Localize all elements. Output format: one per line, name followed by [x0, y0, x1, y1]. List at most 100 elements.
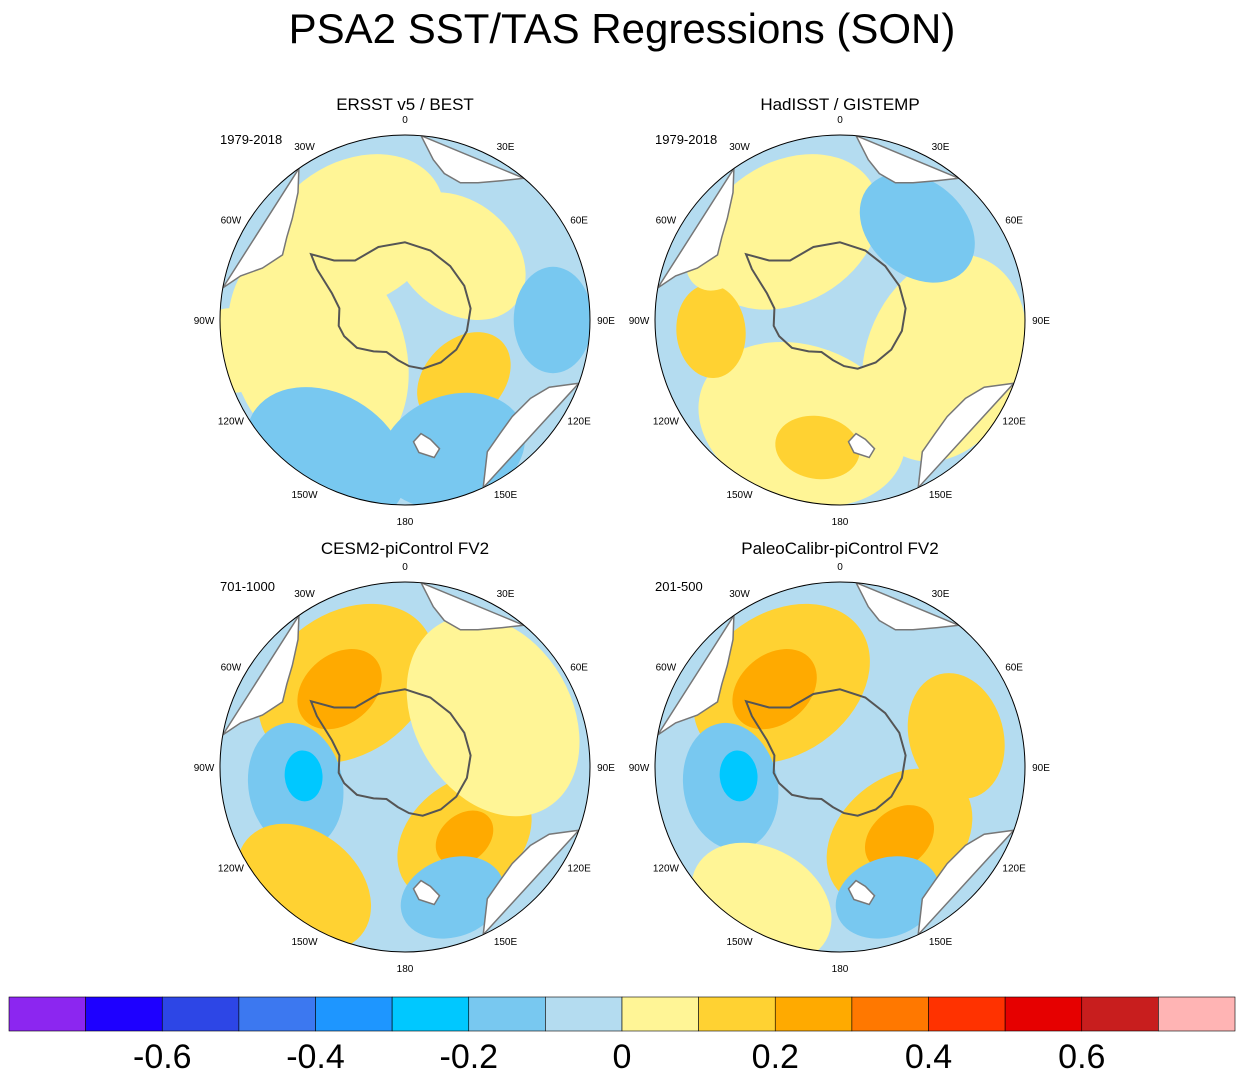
colorbar-tick-label: -0.4: [286, 1038, 345, 1076]
map-border: [219, 134, 591, 506]
panel-period: 201-500: [655, 579, 703, 594]
longitude-label: 90E: [1032, 316, 1050, 327]
colorbar-swatch: [545, 996, 623, 1032]
longitude-label: 120E: [1002, 417, 1026, 428]
continent-3: [917, 382, 1016, 490]
colorbar: -0.6 -0.4 -0.2 0 0.2 0.4 0.6: [8, 996, 1236, 1076]
longitude-label: 120W: [653, 864, 680, 875]
colorbar-tick-label: 0.4: [905, 1038, 952, 1076]
longitude-label: 30W: [294, 589, 315, 600]
antarctica-coastline: [309, 241, 472, 370]
colorbar-swatch: [391, 996, 470, 1032]
longitude-label: 120E: [567, 417, 591, 428]
anomaly-region-7: [513, 266, 590, 374]
longitude-label: 30E: [932, 589, 950, 600]
longitude-label: 30W: [294, 142, 315, 153]
colorbar-swatch: [85, 996, 163, 1032]
longitude-label: 90W: [194, 316, 215, 327]
longitude-label: 60E: [570, 663, 588, 674]
longitude-label: 0: [837, 562, 843, 573]
continent-4: [847, 879, 876, 906]
map-field: [655, 135, 1025, 505]
map-field: [655, 582, 1025, 952]
map-field: [220, 582, 590, 952]
longitude-label: 60E: [570, 216, 588, 227]
anomaly-region-3: [391, 192, 526, 320]
longitude-label: 90E: [1032, 763, 1050, 774]
antarctica-coastline: [744, 688, 907, 817]
longitude-label: 30E: [932, 142, 950, 153]
continent-3: [917, 829, 1016, 937]
panel-period: 1979-2018: [220, 132, 282, 147]
longitude-label: 150W: [726, 490, 753, 501]
continent-2: [854, 582, 960, 631]
panel-title: CESM2-piControl FV2: [321, 539, 489, 558]
panel-title: HadISST / GISTEMP: [760, 95, 919, 114]
continent-3: [482, 382, 581, 490]
continent-3: [482, 829, 581, 937]
continent-1: [657, 165, 735, 289]
longitude-label: 0: [402, 115, 408, 126]
colorbar-tick-label: 0.2: [752, 1038, 799, 1076]
longitude-label: 180: [397, 964, 414, 975]
colorbar-swatch: [698, 996, 776, 1032]
continent-4: [847, 432, 876, 459]
anomaly-region-4: [435, 810, 494, 866]
panel-period: 1979-2018: [655, 132, 717, 147]
anomaly-region-7: [284, 750, 323, 802]
longitude-label: 180: [397, 517, 414, 528]
continent-1: [657, 612, 735, 736]
anomaly-region-5: [775, 415, 860, 480]
map-border: [654, 581, 1026, 953]
map-panel-4: 0 30E 60E 90E 120E 150E 180 150W 120W 90W 60W 30W Pa…: [629, 539, 1051, 975]
map-panel-1: 0 30E 60E 90E 120E 150E 180 150W 120W 90W 60W 30W ER…: [194, 95, 616, 528]
continent-2: [419, 582, 525, 631]
anomaly-region-8: [220, 308, 264, 393]
panel-period: 701-1000: [220, 579, 275, 594]
longitude-label: 180: [832, 517, 849, 528]
longitude-label: 60W: [221, 216, 242, 227]
panel-title: ERSST v5 / BEST: [336, 95, 474, 114]
colorbar-swatch: [928, 996, 1006, 1032]
anomaly-region-7: [719, 750, 758, 802]
longitude-label: 90W: [194, 763, 215, 774]
longitude-label: 0: [402, 562, 408, 573]
anomaly-region-4: [676, 284, 746, 379]
longitude-label: 60E: [1005, 216, 1023, 227]
longitude-label: 120W: [218, 417, 245, 428]
anomaly-region-6: [859, 173, 975, 283]
longitude-label: 60W: [221, 663, 242, 674]
longitude-label: 0: [837, 115, 843, 126]
longitude-label: 30W: [729, 142, 750, 153]
longitude-label: 120W: [653, 417, 680, 428]
longitude-label: 120W: [218, 864, 245, 875]
longitude-label: 120E: [567, 864, 591, 875]
continent-2: [854, 135, 960, 184]
colorbar-swatch: [468, 996, 546, 1032]
colorbar-swatch: [238, 996, 316, 1032]
anomaly-region-5: [907, 673, 1005, 799]
colorbar-swatch: [774, 996, 853, 1032]
map-border: [654, 134, 1026, 506]
longitude-label: 30E: [497, 589, 515, 600]
colorbar-tick-label: 0: [613, 1038, 632, 1076]
map-border: [219, 581, 591, 953]
colorbar-swatch: [1081, 996, 1159, 1032]
continent-1: [222, 165, 300, 289]
longitude-label: 30E: [497, 142, 515, 153]
continent-4: [412, 432, 441, 459]
anomaly-region-2: [297, 649, 382, 730]
colorbar-tick-label: -0.6: [133, 1038, 192, 1076]
antarctica-coastline: [309, 688, 472, 817]
continent-4: [412, 879, 441, 906]
map-panel-3: 0 30E 60E 90E 120E 150E 180 150W 120W 90W 60W 30W CE…: [194, 539, 616, 975]
colorbar-swatch: [8, 996, 86, 1032]
anomaly-region-2: [732, 649, 817, 730]
continent-2: [419, 135, 525, 184]
colorbar-swatch: [621, 996, 699, 1032]
longitude-label: 120E: [1002, 864, 1026, 875]
map-panel-2: 0 30E 60E 90E 120E 150E 180 150W 120W 90W 60W 30W Ha…: [629, 95, 1051, 528]
colorbar-swatch: [851, 996, 929, 1032]
longitude-label: 30W: [729, 589, 750, 600]
longitude-label: 90W: [629, 316, 650, 327]
